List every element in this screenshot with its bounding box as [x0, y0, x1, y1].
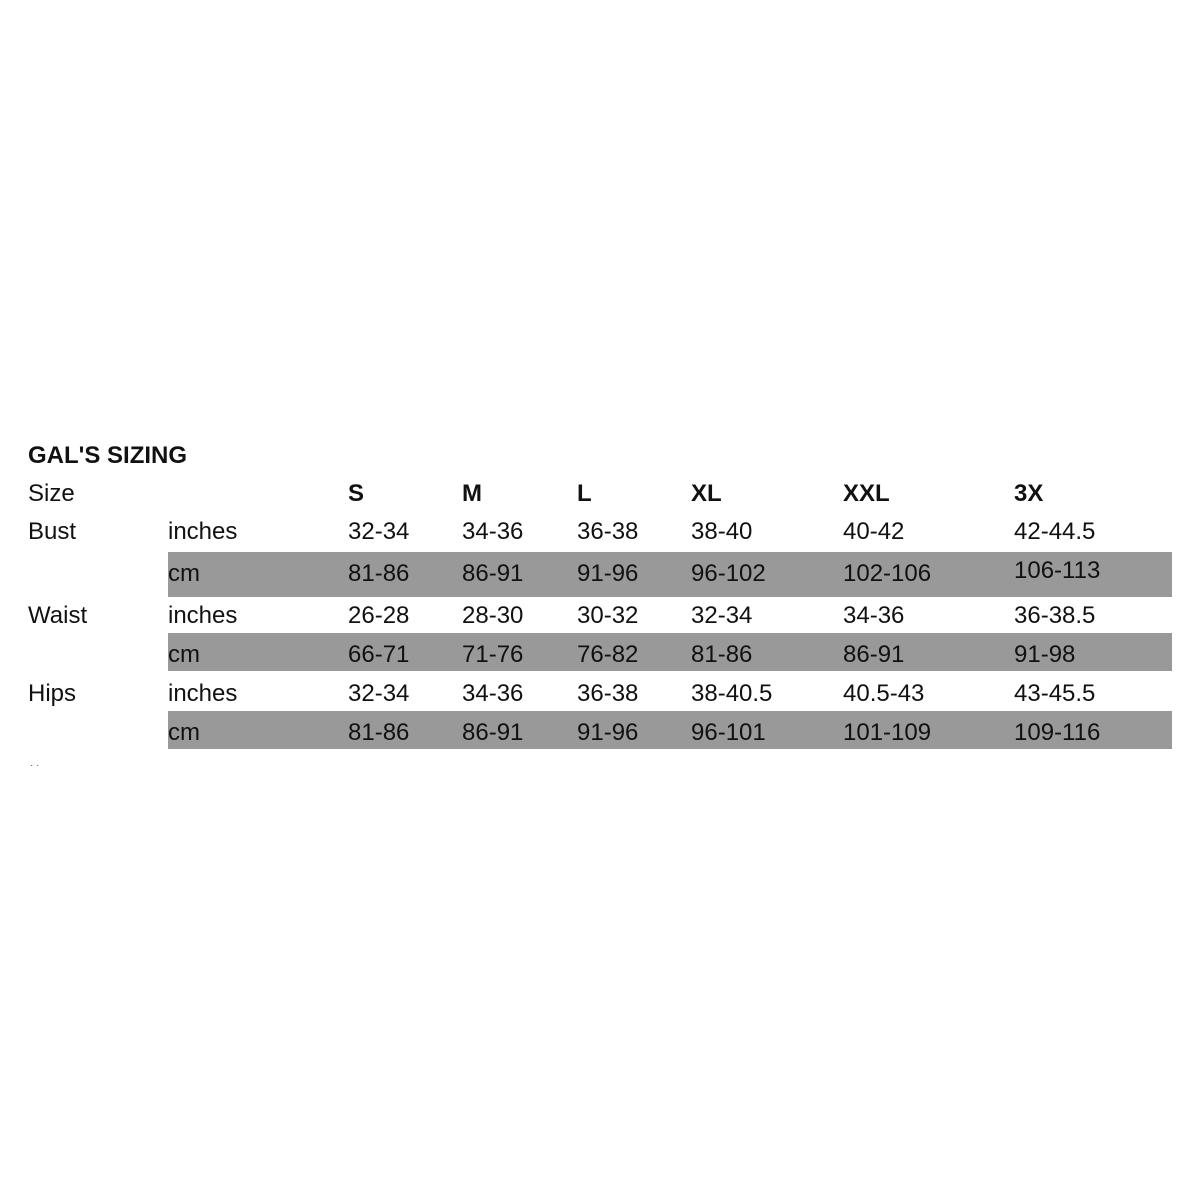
table-cell: 91-98 — [1014, 641, 1076, 668]
table-cell: 102-106 — [843, 560, 932, 587]
size-column-header: L — [577, 480, 592, 507]
table-cell: 91-96 — [577, 560, 639, 587]
table-cell: 81-86 — [691, 641, 753, 668]
table-cell: 34-36 — [462, 680, 524, 707]
table-cell: 101-109 — [843, 719, 932, 746]
shaded-row-band — [168, 711, 1172, 749]
table-cell: 96-101 — [691, 719, 766, 746]
table-cell: 30-32 — [577, 602, 639, 629]
table-cell: 42-44.5 — [1014, 518, 1096, 545]
table-cell: 81-86 — [348, 719, 410, 746]
unit-label: inches — [168, 518, 238, 545]
table-cell: 91-96 — [577, 719, 639, 746]
shaded-row-band — [168, 633, 1172, 671]
table-cell: 66-71 — [348, 641, 410, 668]
table-cell: 32-34 — [348, 680, 410, 707]
unit-label: inches — [168, 680, 238, 707]
table-cell: 32-34 — [691, 602, 753, 629]
table-cell: 28-30 — [462, 602, 524, 629]
cropped-text-remnant: · · — [30, 760, 40, 771]
unit-label: cm — [168, 719, 200, 746]
table-cell: 36-38 — [577, 518, 639, 545]
measure-label: Hips — [28, 680, 77, 707]
table-cell: 86-91 — [462, 719, 524, 746]
table-cell: 40-42 — [843, 518, 905, 545]
table-cell: 36-38 — [577, 680, 639, 707]
measure-label: Waist — [28, 602, 88, 629]
table-cell: 109-116 — [1014, 719, 1101, 746]
unit-label: cm — [168, 641, 200, 668]
table-cell: 43-45.5 — [1014, 680, 1096, 707]
table-cell: 86-91 — [843, 641, 905, 668]
table-cell: 38-40 — [691, 518, 753, 545]
table-cell: 34-36 — [843, 602, 905, 629]
table-cell: 81-86 — [348, 560, 410, 587]
table-cell: 36-38.5 — [1014, 602, 1096, 629]
shaded-row-band — [168, 552, 1172, 597]
size-column-header: S — [348, 480, 365, 507]
table-cell: 86-91 — [462, 560, 524, 587]
size-column-header: M — [462, 480, 482, 507]
table-cell: 106-113 — [1014, 557, 1101, 584]
unit-label: cm — [168, 560, 200, 587]
table-cell: 38-40.5 — [691, 680, 773, 707]
table-cell: 40.5-43 — [843, 680, 925, 707]
chart-title: GAL'S SIZING — [28, 442, 188, 469]
size-column-header: XXL — [843, 480, 890, 507]
table-cell: 34-36 — [462, 518, 524, 545]
table-cell: 96-102 — [691, 560, 766, 587]
measure-label: Bust — [28, 518, 77, 545]
table-cell: 26-28 — [348, 602, 410, 629]
table-cell: 71-76 — [462, 641, 524, 668]
size-header-label: Size — [28, 480, 75, 507]
size-column-header: 3X — [1014, 480, 1044, 507]
table-cell: 76-82 — [577, 641, 639, 668]
size-column-header: XL — [691, 480, 722, 507]
table-cell: 32-34 — [348, 518, 410, 545]
unit-label: inches — [168, 602, 238, 629]
